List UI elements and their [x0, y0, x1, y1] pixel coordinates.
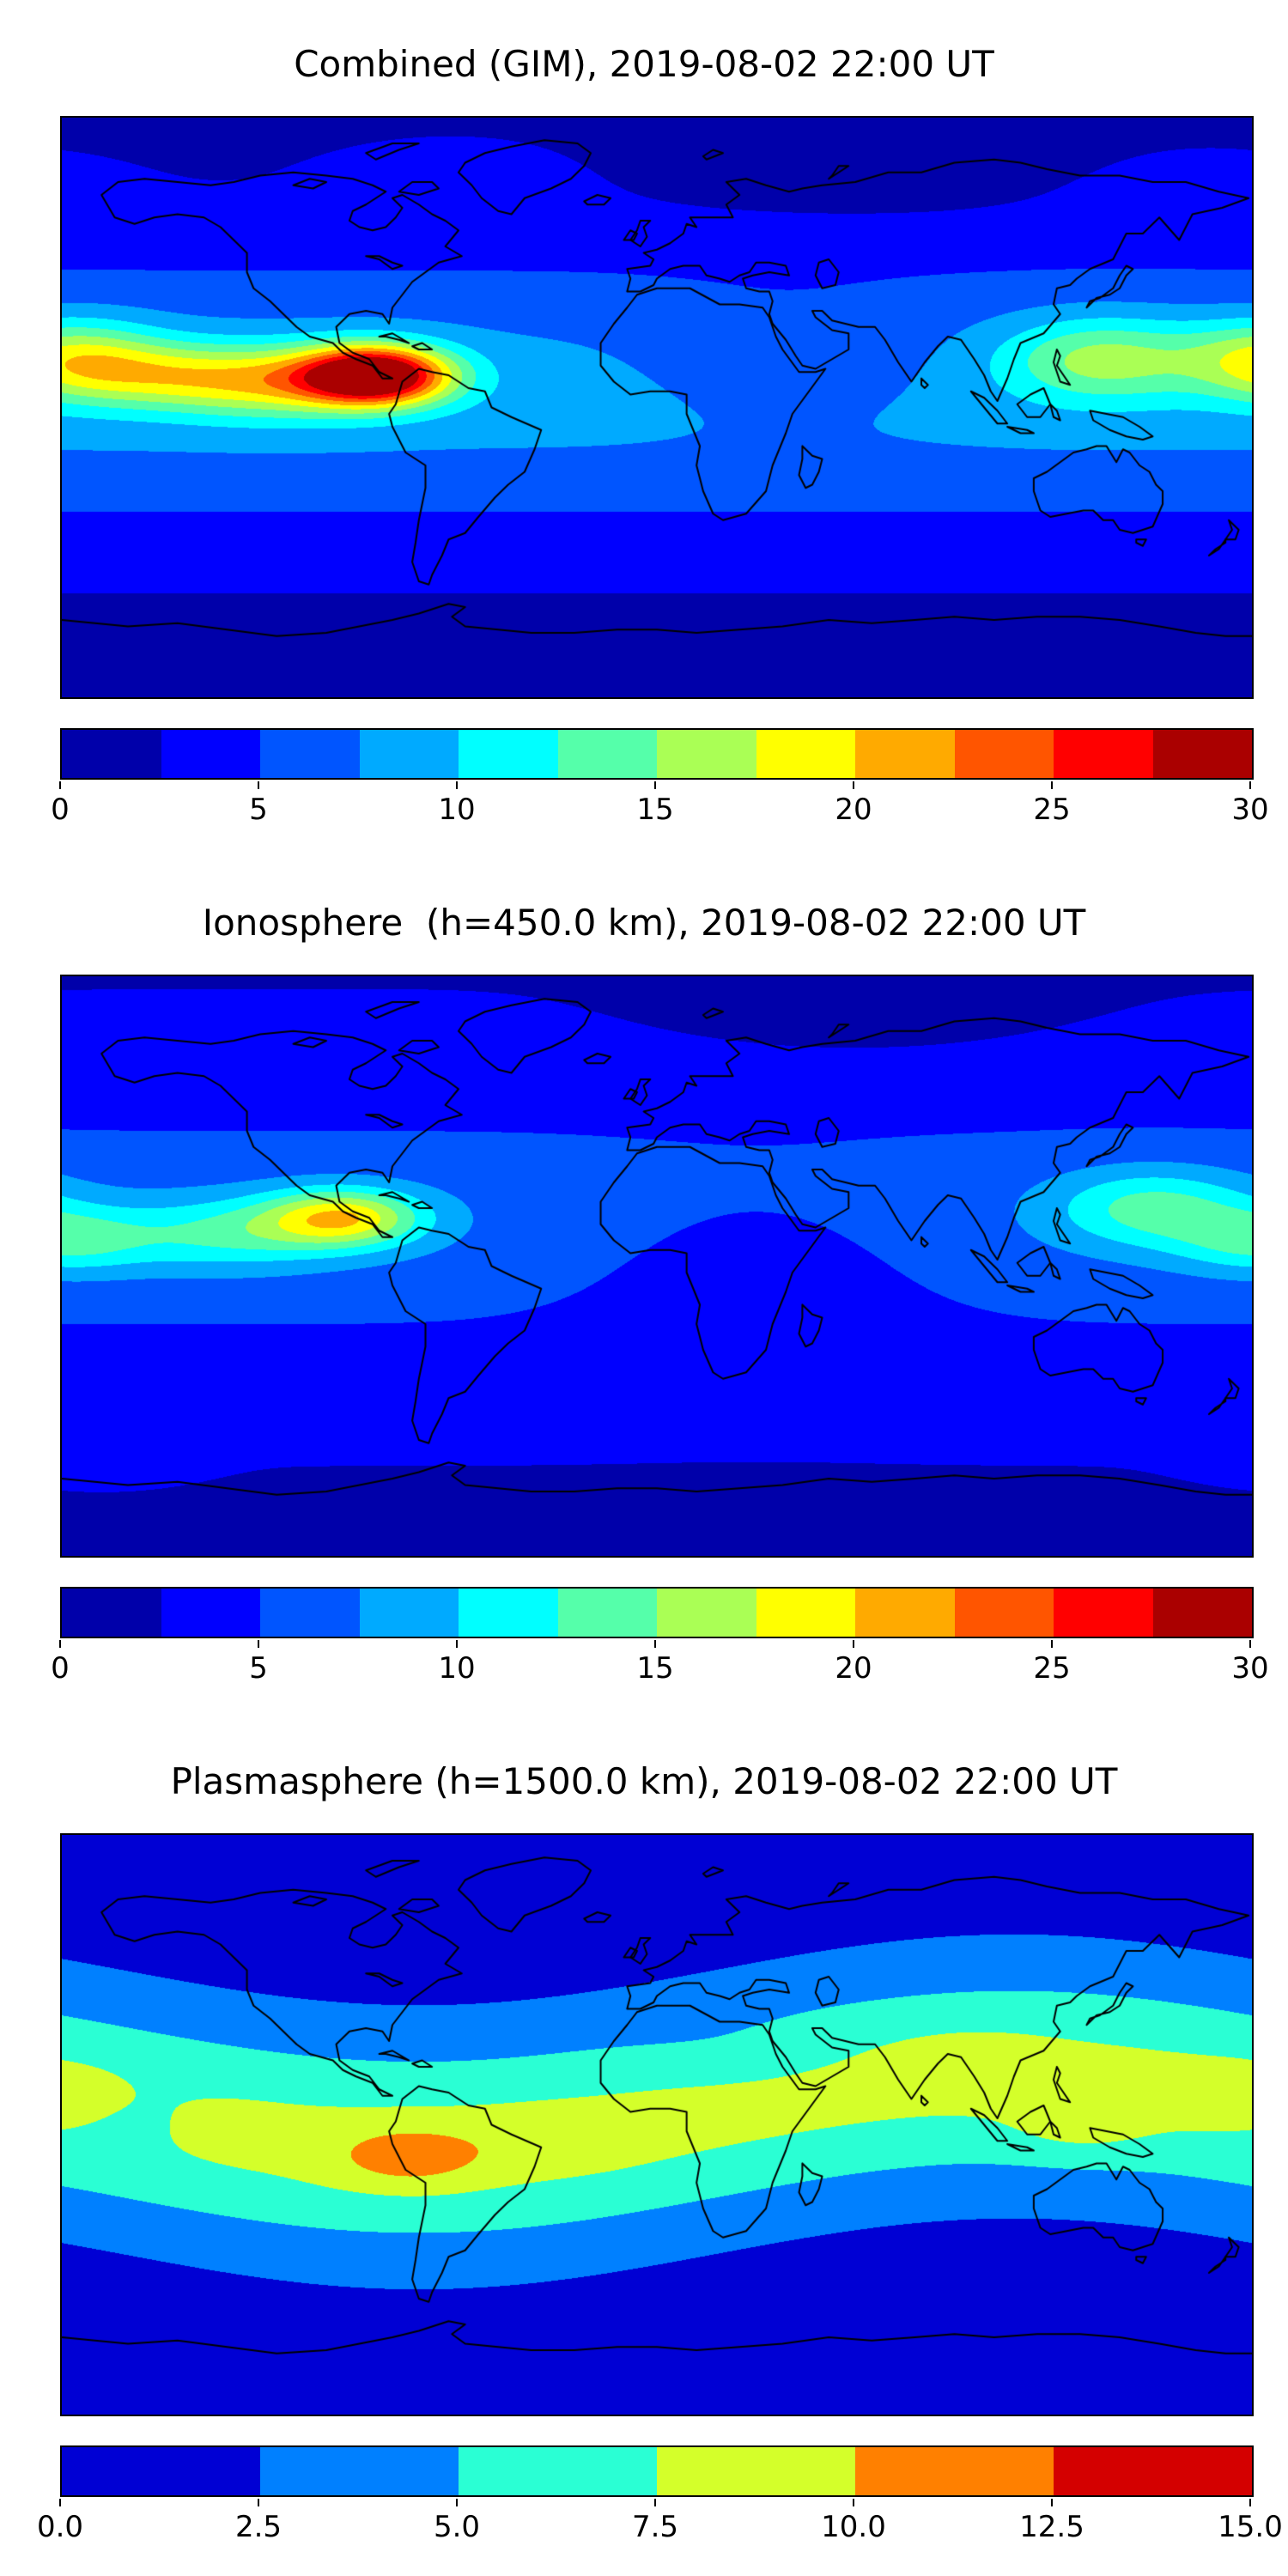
colorbar-ticks: 0 5 10 15 20 25 30: [51, 781, 1269, 833]
colorbar-segment: [954, 730, 1054, 778]
colorbar-tickmark: [456, 781, 458, 789]
colorbar-tick-label: 0.0: [36, 2510, 84, 2544]
map-canvas-combined: [62, 118, 1252, 697]
panel-plasmasphere: Plasmasphere (h=1500.0 km), 2019-08-02 2…: [0, 1717, 1288, 2576]
colorbar-tick-label: 25: [1033, 793, 1071, 827]
colorbar-tickmark: [258, 1640, 259, 1648]
colorbar-tickmark: [1249, 2499, 1251, 2506]
colorbar-segment: [62, 730, 161, 778]
colorbar-tick-label: 7.5: [631, 2510, 679, 2544]
colorbar-segment: [359, 1589, 459, 1637]
map-canvas-plasmasphere: [62, 1835, 1252, 2415]
colorbar-tick-label: 30: [1231, 1651, 1269, 1686]
colorbar-segment: [459, 1589, 558, 1637]
colorbar-tick-label: 15.0: [1218, 2510, 1283, 2544]
colorbar-segment: [756, 1589, 855, 1637]
colorbar-segment: [1152, 1589, 1252, 1637]
colorbar: [60, 728, 1254, 780]
colorbar-segment: [161, 730, 260, 778]
colorbar-tick-label: 5: [249, 1651, 268, 1686]
colorbar-ticks: 0.0 2.5 5.0 7.5 10.0 12.5 15.0: [37, 2499, 1283, 2550]
colorbar-tickmark: [1051, 2499, 1053, 2506]
colorbar-segment: [359, 730, 459, 778]
colorbar-segment: [62, 1589, 161, 1637]
colorbar-segment: [459, 2447, 657, 2495]
colorbar-tickmark: [1249, 781, 1251, 789]
colorbar-ticks: 0 5 10 15 20 25 30: [51, 1640, 1269, 1692]
colorbar-segment: [260, 1589, 360, 1637]
colorbar-tickmark: [456, 1640, 458, 1648]
colorbar-segment: [557, 730, 657, 778]
map-combined: [60, 116, 1254, 699]
colorbar-tick-label: 10: [438, 1651, 476, 1686]
colorbar-tick-label: 5: [249, 793, 268, 827]
colorbar-tickmark: [258, 781, 259, 789]
colorbar-segment: [954, 1589, 1054, 1637]
colorbar-tick-label: 0: [51, 793, 70, 827]
colorbar-tickmark: [59, 2499, 61, 2506]
colorbar-segment: [260, 2447, 459, 2495]
colorbar-tickmark: [853, 781, 854, 789]
colorbar-segment: [756, 730, 855, 778]
colorbar-segment: [657, 730, 756, 778]
colorbar-tickmark: [1051, 1640, 1053, 1648]
colorbar: [60, 2445, 1254, 2497]
colorbar-segment: [459, 730, 558, 778]
colorbar-segment: [657, 2447, 855, 2495]
colorbar-tickmark: [59, 781, 61, 789]
colorbar-tick-label: 10: [438, 793, 476, 827]
panel-combined-gim: Combined (GIM), 2019-08-02 22:00 UT 0 5 10…: [0, 0, 1288, 859]
colorbar-tick-label: 2.5: [234, 2510, 283, 2544]
colorbar-segment: [855, 1589, 955, 1637]
colorbar-segment: [1054, 730, 1153, 778]
colorbar-segment: [1054, 2447, 1252, 2495]
colorbar-segment: [1054, 1589, 1153, 1637]
map-canvas-ionosphere: [62, 976, 1252, 1556]
colorbar-segment: [1152, 730, 1252, 778]
colorbar-tick-label: 30: [1231, 793, 1269, 827]
colorbar-tick-label: 12.5: [1019, 2510, 1084, 2544]
colorbar-tickmark: [1249, 1640, 1251, 1648]
colorbar-tickmark: [853, 1640, 854, 1648]
map-plasmasphere: [60, 1833, 1254, 2416]
panel-title-ionosphere: Ionosphere (h=450.0 km), 2019-08-02 22:0…: [202, 902, 1086, 944]
colorbar-tick-label: 25: [1033, 1651, 1071, 1686]
panel-ionosphere: Ionosphere (h=450.0 km), 2019-08-02 22:0…: [0, 859, 1288, 1717]
colorbar-segment: [557, 1589, 657, 1637]
colorbar-tickmark: [456, 2499, 458, 2506]
panel-title-combined: Combined (GIM), 2019-08-02 22:00 UT: [294, 43, 994, 85]
colorbar-tick-label: 20: [835, 1651, 872, 1686]
colorbar-tickmark: [1051, 781, 1053, 789]
colorbar-tickmark: [654, 1640, 656, 1648]
colorbar: [60, 1587, 1254, 1638]
colorbar-segment: [62, 2447, 260, 2495]
colorbar-segment: [161, 1589, 260, 1637]
colorbar-tick-label: 5.0: [433, 2510, 481, 2544]
colorbar-tickmark: [654, 781, 656, 789]
colorbar-tick-label: 10.0: [821, 2510, 886, 2544]
map-ionosphere: [60, 975, 1254, 1558]
colorbar-tick-label: 15: [636, 793, 674, 827]
colorbar-tickmark: [654, 2499, 656, 2506]
colorbar-tick-label: 0: [51, 1651, 70, 1686]
panel-title-plasmasphere: Plasmasphere (h=1500.0 km), 2019-08-02 2…: [170, 1760, 1118, 1802]
colorbar-tickmark: [853, 2499, 854, 2506]
colorbar-segment: [855, 2447, 1054, 2495]
colorbar-segment: [855, 730, 955, 778]
colorbar-segment: [260, 730, 360, 778]
colorbar-tick-label: 20: [835, 793, 872, 827]
colorbar-tick-label: 15: [636, 1651, 674, 1686]
colorbar-tickmark: [258, 2499, 259, 2506]
colorbar-tickmark: [59, 1640, 61, 1648]
colorbar-segment: [657, 1589, 756, 1637]
